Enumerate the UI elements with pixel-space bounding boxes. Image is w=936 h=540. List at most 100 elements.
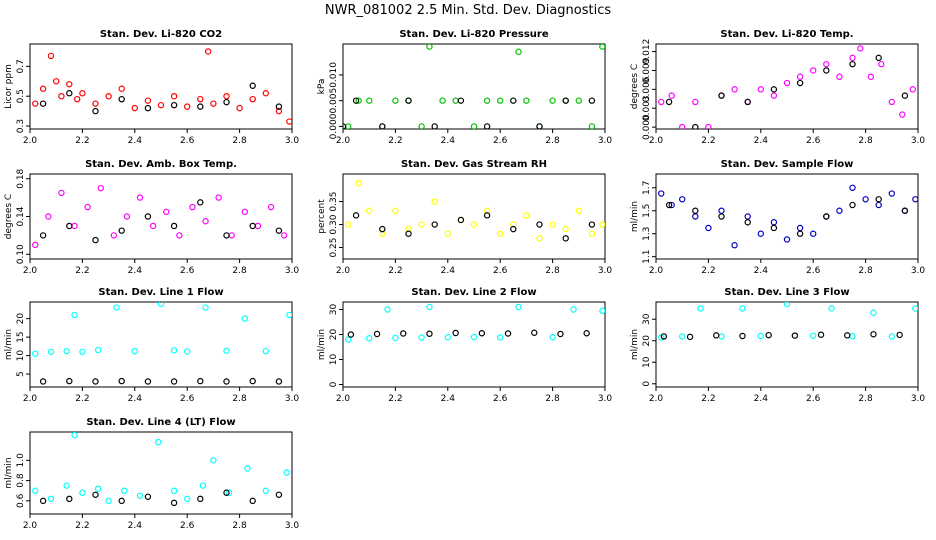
data-point xyxy=(770,92,778,99)
x-tick-label: 2.2 xyxy=(75,394,89,404)
data-point xyxy=(739,332,746,340)
data-point xyxy=(118,497,125,505)
data-point xyxy=(244,465,251,472)
x-tick-label: 3.0 xyxy=(598,394,613,404)
data-point xyxy=(583,330,590,337)
data-point xyxy=(223,98,230,106)
data-point xyxy=(888,333,896,340)
panel-title: Stan. Dev. Line 2 Flow xyxy=(411,287,536,298)
data-point xyxy=(199,482,207,489)
points-layer xyxy=(658,302,918,341)
data-point xyxy=(144,378,152,385)
y-axis-label: ml/min xyxy=(4,329,14,360)
data-point xyxy=(249,82,256,89)
data-point xyxy=(223,232,230,239)
y-tick-label: 5 xyxy=(16,371,26,377)
data-point xyxy=(71,222,78,230)
data-point xyxy=(183,495,191,503)
data-point xyxy=(658,98,665,106)
x-tick-label: 2.0 xyxy=(23,266,38,276)
data-point xyxy=(783,236,791,243)
x-tick-label: 3.0 xyxy=(598,136,613,146)
x-tick-label: 2.4 xyxy=(128,521,143,531)
data-point xyxy=(418,221,425,228)
x-tick-label: 2.4 xyxy=(128,136,143,146)
data-point xyxy=(286,118,292,125)
data-point xyxy=(668,201,675,209)
data-point xyxy=(705,224,712,232)
panel-title: Stan. Dev. Li-820 CO2 xyxy=(100,29,222,40)
data-point xyxy=(899,111,906,118)
data-point xyxy=(355,97,362,104)
data-point xyxy=(523,97,530,104)
data-point xyxy=(118,95,125,103)
data-point xyxy=(405,225,412,233)
x-tick-label: 2.0 xyxy=(23,136,38,146)
x-tick-label: 2.6 xyxy=(180,521,195,531)
y-tick-label: 0.7 xyxy=(16,59,26,73)
data-point xyxy=(452,97,459,104)
data-point xyxy=(71,432,78,439)
data-point xyxy=(744,98,751,106)
x-tick-label: 2.4 xyxy=(754,136,769,146)
data-point xyxy=(144,104,152,112)
data-point xyxy=(483,123,491,129)
figure-title: NWR_081002 2.5 Min. Std. Dev. Diagnostic… xyxy=(325,3,611,18)
x-tick-label: 2.0 xyxy=(23,521,38,531)
data-point xyxy=(66,377,73,385)
data-point xyxy=(223,489,230,496)
data-point xyxy=(570,306,577,313)
plot-frame xyxy=(29,431,293,515)
data-point xyxy=(79,489,86,496)
data-point xyxy=(197,199,204,206)
data-point xyxy=(470,333,478,341)
data-point xyxy=(867,73,875,80)
data-point xyxy=(796,224,804,232)
data-point xyxy=(692,213,699,220)
x-tick-label: 3.0 xyxy=(911,266,926,276)
data-point xyxy=(549,334,556,341)
data-point xyxy=(744,219,751,226)
data-point xyxy=(888,98,896,106)
data-point xyxy=(355,179,362,187)
data-point xyxy=(144,213,152,220)
y-tick-label: 1.7 xyxy=(642,181,652,195)
data-point xyxy=(283,469,290,476)
data-point xyxy=(366,335,373,342)
x-tick-label: 3.0 xyxy=(911,394,926,404)
data-point xyxy=(810,230,817,237)
x-tick-label: 3.0 xyxy=(285,521,300,531)
panel-title: Stan. Dev. Amb. Box Temp. xyxy=(85,159,237,170)
data-point xyxy=(197,377,204,385)
y-tick-label: 20 xyxy=(329,329,339,341)
data-point xyxy=(497,97,504,104)
data-point xyxy=(262,487,269,494)
plot-frame xyxy=(655,173,919,260)
y-tick-label: 10 xyxy=(329,354,339,366)
data-point xyxy=(136,492,144,499)
data-point xyxy=(58,92,65,100)
data-point xyxy=(157,101,165,109)
y-tick-label: 0.012 xyxy=(642,39,652,65)
data-point xyxy=(392,207,399,214)
data-point xyxy=(254,222,262,230)
y-axis-label: kPa xyxy=(317,79,327,95)
data-point xyxy=(136,194,144,201)
x-tick-label: 2.2 xyxy=(388,266,402,276)
data-point xyxy=(79,348,86,356)
data-point xyxy=(510,97,517,104)
data-point xyxy=(757,230,765,237)
data-point xyxy=(170,378,178,385)
x-tick-label: 2.8 xyxy=(858,136,873,146)
data-point xyxy=(497,334,504,341)
data-point xyxy=(909,86,916,93)
data-point xyxy=(549,221,556,228)
y-tick-label: 0.25 xyxy=(329,237,339,257)
data-point xyxy=(39,100,47,107)
data-point xyxy=(439,97,446,104)
data-point xyxy=(47,348,55,356)
y-axis-label: degrees C xyxy=(4,194,14,239)
data-point xyxy=(426,44,433,50)
plot-frame xyxy=(29,301,293,388)
data-point xyxy=(345,336,352,343)
